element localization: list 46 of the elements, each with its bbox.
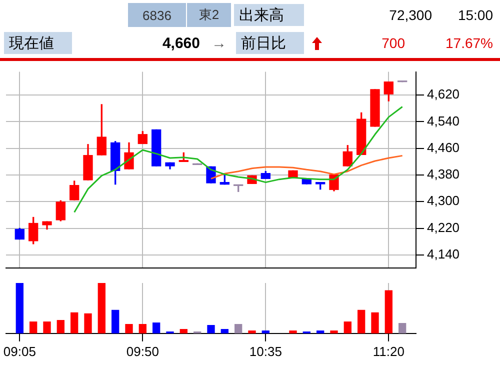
bar bbox=[152, 322, 160, 334]
bar bbox=[371, 312, 379, 334]
y-tick-label: 4,140 bbox=[427, 246, 460, 262]
bar bbox=[43, 321, 51, 334]
bar bbox=[112, 310, 120, 334]
x-tick-label: 10:35 bbox=[249, 344, 282, 359]
text: 前日比 bbox=[235, 31, 305, 55]
y-tick-label: 4,220 bbox=[427, 220, 460, 235]
bar bbox=[30, 321, 38, 334]
bar bbox=[289, 330, 297, 334]
bar bbox=[234, 324, 242, 334]
text: 東2 bbox=[187, 3, 231, 27]
y-tick-label: 4,540 bbox=[427, 113, 460, 128]
bar bbox=[384, 290, 392, 334]
bar bbox=[180, 329, 188, 334]
text: 17.67% bbox=[410, 31, 498, 55]
text: 出来高 bbox=[233, 3, 305, 27]
x-tick-label: 09:50 bbox=[126, 344, 159, 359]
text: 現在値 bbox=[3, 31, 73, 55]
text: → bbox=[205, 31, 233, 55]
x-tick-label: 11:20 bbox=[372, 344, 404, 359]
bar bbox=[207, 325, 215, 334]
bar bbox=[98, 283, 106, 334]
bar bbox=[398, 322, 406, 334]
y-tick-label: 4,460 bbox=[427, 140, 460, 155]
candlestick bbox=[370, 89, 380, 127]
x-tick-label: 09:05 bbox=[3, 344, 36, 359]
text: 700 bbox=[330, 31, 410, 55]
text: 6836 bbox=[128, 3, 186, 27]
bar bbox=[138, 324, 146, 334]
bar bbox=[56, 320, 64, 334]
y-tick-label: 4,620 bbox=[427, 86, 460, 102]
bar bbox=[70, 312, 78, 334]
text: 4,660 bbox=[73, 31, 205, 55]
y-tick-label: 4,380 bbox=[427, 166, 460, 182]
text: 15:00 bbox=[438, 3, 498, 27]
bar bbox=[248, 330, 256, 334]
y-tick-label: 4,300 bbox=[427, 193, 460, 208]
bar bbox=[220, 329, 228, 334]
bar bbox=[330, 330, 338, 334]
bar bbox=[125, 324, 133, 334]
bar bbox=[358, 310, 366, 334]
bar bbox=[344, 321, 352, 334]
bar bbox=[84, 313, 92, 334]
text: 72,300 bbox=[305, 3, 437, 27]
bar bbox=[16, 283, 24, 334]
